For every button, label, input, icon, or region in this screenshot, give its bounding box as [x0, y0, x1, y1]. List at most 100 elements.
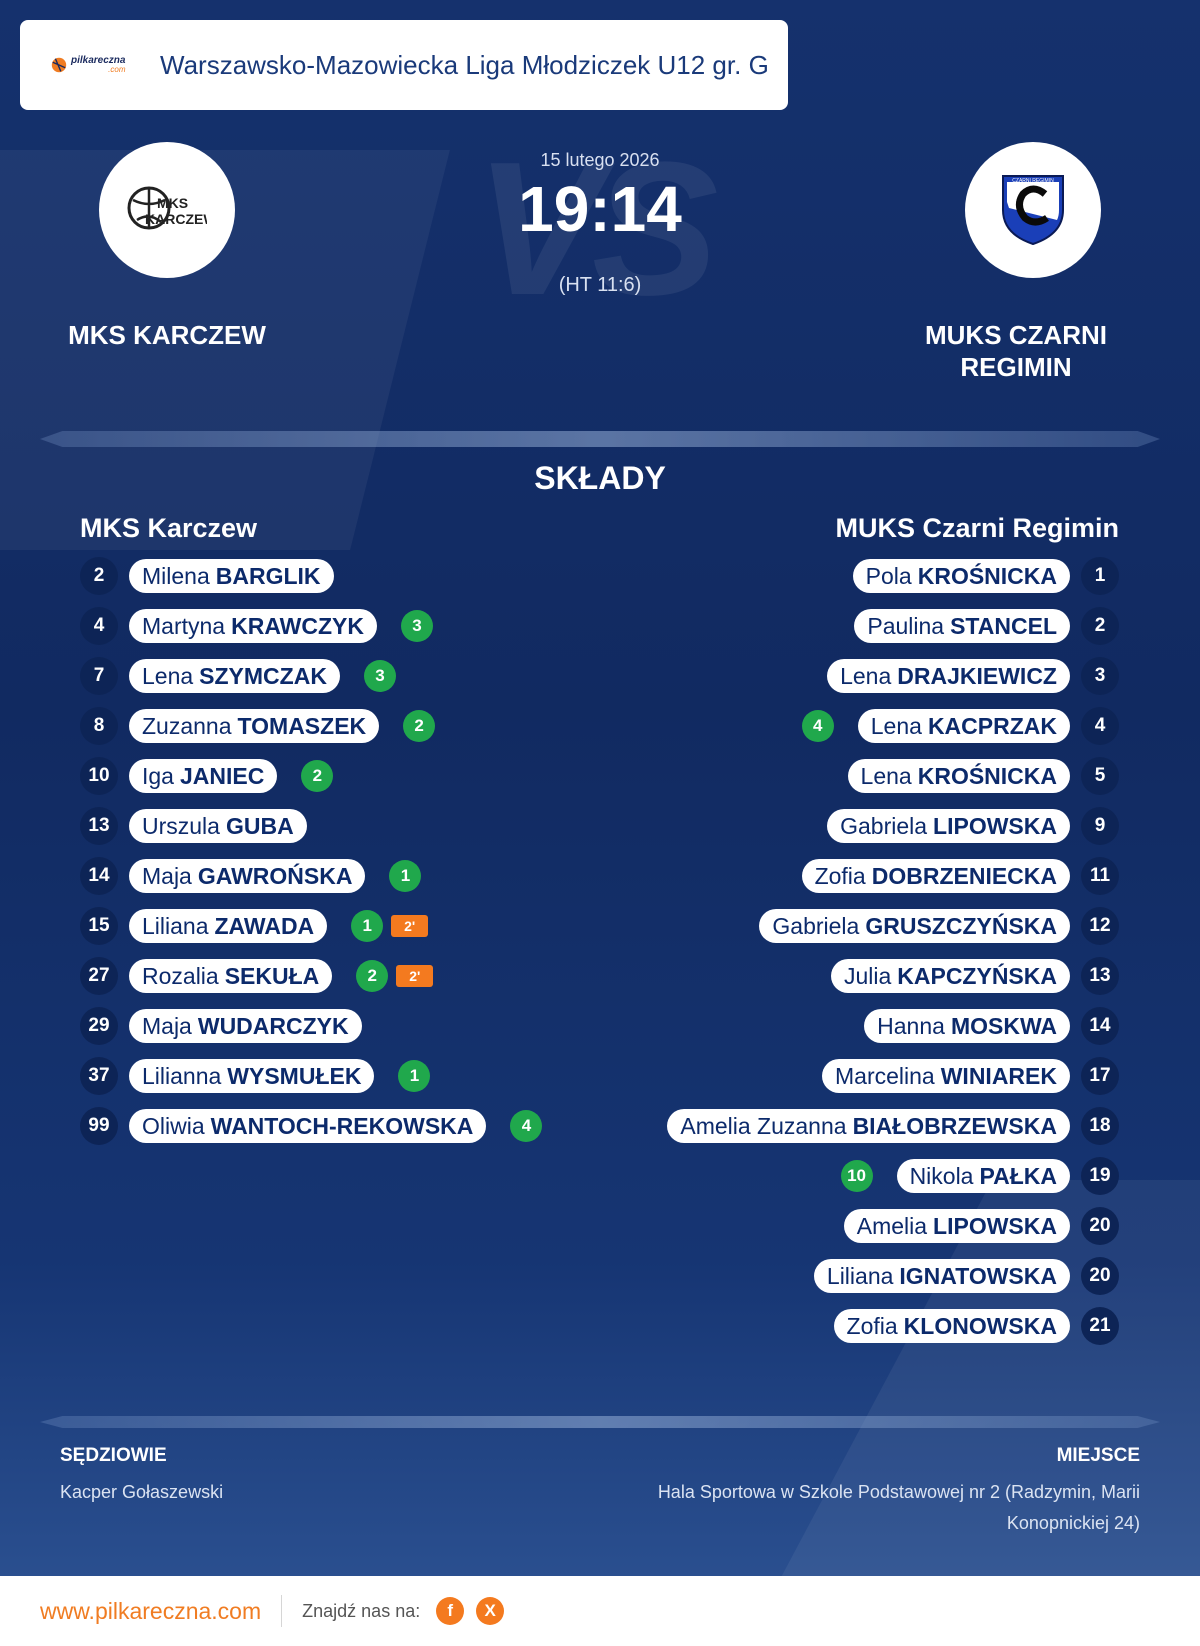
away-player-row[interactable]: Pola KROŚNICKA 1	[852, 557, 1119, 595]
player-name[interactable]: Martyna KRAWCZYK	[129, 609, 377, 643]
player-first-name: Liliana	[826, 1262, 894, 1289]
away-player-row[interactable]: Hanna MOSKWA 14	[864, 1007, 1119, 1045]
player-number: 18	[1081, 1107, 1119, 1145]
player-number: 20	[1081, 1207, 1119, 1245]
player-name[interactable]: Milena BARGLIK	[129, 559, 334, 593]
home-player-row[interactable]: 8 Zuzanna TOMASZEK 2	[80, 707, 436, 745]
home-crest-icon: MKS KARCZEW	[127, 186, 207, 230]
player-name[interactable]: Nikola PAŁKA	[896, 1159, 1070, 1193]
player-number: 3	[1081, 657, 1119, 695]
player-name[interactable]: Liliana ZAWADA	[129, 909, 328, 943]
player-name[interactable]: Zuzanna TOMASZEK	[129, 709, 380, 743]
player-name[interactable]: Lilianna WYSMUŁEK	[129, 1059, 375, 1093]
x-icon[interactable]: X	[476, 1597, 505, 1625]
player-name[interactable]: Urszula GUBA	[129, 809, 307, 843]
home-player-row[interactable]: 2 Milena BARGLIK	[80, 557, 334, 595]
player-number: 4	[80, 607, 118, 645]
player-first-name: Milena	[142, 562, 210, 589]
home-player-row[interactable]: 29 Maja WUDARCZYK	[80, 1007, 362, 1045]
player-first-name: Amelia Zuzanna	[680, 1112, 847, 1139]
player-first-name: Marcelina	[835, 1062, 935, 1089]
player-first-name: Urszula	[142, 812, 220, 839]
player-name[interactable]: Gabriela GRUSZCZYŃSKA	[759, 909, 1070, 943]
league-header: pilkareczna .com Warszawsko-Mazowiecka Li…	[20, 20, 788, 110]
player-first-name: Iga	[142, 762, 174, 789]
home-player-row[interactable]: 10 Iga JANIEC 2	[80, 757, 334, 795]
away-player-row[interactable]: Zofia DOBRZENIECKA 11	[801, 857, 1119, 895]
player-number: 99	[80, 1107, 118, 1145]
away-lineup-title: MUKS Czarni Regimin	[835, 513, 1119, 543]
away-player-row[interactable]: 4 Lena KACPRZAK 4	[801, 707, 1119, 745]
player-name[interactable]: Lena KROŚNICKA	[847, 759, 1070, 793]
site-logo[interactable]: pilkareczna .com	[50, 56, 150, 74]
player-last-name: SZYMCZAK	[199, 662, 327, 689]
player-name[interactable]: Lena SZYMCZAK	[129, 659, 340, 693]
player-last-name: WANTOCH-REKOWSKA	[210, 1112, 474, 1139]
player-name[interactable]: Maja WUDARCZYK	[129, 1009, 362, 1043]
player-number: 4	[1081, 707, 1119, 745]
player-name[interactable]: Hanna MOSKWA	[864, 1009, 1070, 1043]
home-player-row[interactable]: 4 Martyna KRAWCZYK 3	[80, 607, 433, 645]
away-player-row[interactable]: Amelia Zuzanna BIAŁOBRZEWSKA 18	[667, 1107, 1119, 1145]
venue-address: Hala Sportowa w Szkole Podstawowej nr 2 …	[658, 1477, 1140, 1539]
player-name[interactable]: Zofia DOBRZENIECKA	[801, 859, 1070, 893]
away-player-row[interactable]: Marcelina WINIAREK 17	[822, 1057, 1119, 1095]
player-last-name: KRAWCZYK	[231, 612, 364, 639]
home-player-row[interactable]: 13 Urszula GUBA	[80, 807, 307, 845]
home-player-row[interactable]: 37 Lilianna WYSMUŁEK 1	[80, 1057, 431, 1095]
away-player-row[interactable]: Amelia LIPOWSKA 20	[843, 1207, 1119, 1245]
player-name[interactable]: Gabriela LIPOWSKA	[827, 809, 1070, 843]
facebook-icon[interactable]: f	[436, 1597, 465, 1625]
away-team-name-line: MUKS CZARNI	[925, 320, 1107, 350]
player-last-name: GUBA	[225, 812, 294, 839]
player-name[interactable]: Oliwia WANTOCH-REKOWSKA	[129, 1109, 487, 1143]
home-player-row[interactable]: 99 Oliwia WANTOCH-REKOWSKA 4	[80, 1107, 543, 1145]
player-first-name: Hanna	[877, 1012, 945, 1039]
player-name[interactable]: Lena DRAJKIEWICZ	[827, 659, 1070, 693]
player-last-name: JANIEC	[179, 762, 265, 789]
player-first-name: Julia	[843, 962, 892, 989]
player-name[interactable]: Maja GAWROŃSKA	[129, 859, 366, 893]
away-player-row[interactable]: Julia KAPCZYŃSKA 13	[830, 957, 1119, 995]
player-number: 12	[1081, 907, 1119, 945]
away-player-row[interactable]: Lena DRAJKIEWICZ 3	[827, 657, 1119, 695]
player-name[interactable]: Pola KROŚNICKA	[852, 559, 1070, 593]
player-name[interactable]: Marcelina WINIAREK	[822, 1059, 1070, 1093]
player-name[interactable]: Liliana IGNATOWSKA	[813, 1259, 1070, 1293]
home-team-logo[interactable]: MKS KARCZEW	[99, 142, 235, 278]
player-name[interactable]: Zofia KLONOWSKA	[833, 1309, 1070, 1343]
referees-label: SĘDZIOWIE	[60, 1445, 167, 1466]
player-last-name: LIPOWSKA	[933, 1212, 1057, 1239]
player-first-name: Lena	[870, 712, 922, 739]
player-name[interactable]: Paulina STANCEL	[854, 609, 1070, 643]
player-name[interactable]: Amelia LIPOWSKA	[843, 1209, 1070, 1243]
away-player-row[interactable]: Liliana IGNATOWSKA 20	[813, 1257, 1119, 1295]
away-player-row[interactable]: Zofia KLONOWSKA 21	[833, 1307, 1119, 1345]
home-player-row[interactable]: 14 Maja GAWROŃSKA 1	[80, 857, 422, 895]
home-player-row[interactable]: 7 Lena SZYMCZAK 3	[80, 657, 396, 695]
home-player-row[interactable]: 27 Rozalia SEKUŁA 2 2'	[80, 957, 434, 995]
site-link[interactable]: www.pilkareczna.com	[40, 1597, 262, 1624]
away-player-row[interactable]: Gabriela GRUSZCZYŃSKA 12	[759, 907, 1119, 945]
away-player-row[interactable]: Gabriela LIPOWSKA 9	[827, 807, 1119, 845]
away-player-row[interactable]: Paulina STANCEL 2	[854, 607, 1119, 645]
player-name[interactable]: Julia KAPCZYŃSKA	[830, 959, 1070, 993]
handball-icon	[51, 57, 67, 73]
player-last-name: GAWROŃSKA	[197, 862, 353, 889]
player-last-name: WINIAREK	[940, 1062, 1057, 1089]
player-last-name: KROŚNICKA	[917, 762, 1057, 789]
away-player-row[interactable]: Lena KROŚNICKA 5	[847, 757, 1119, 795]
player-last-name: KAPCZYŃSKA	[897, 962, 1057, 989]
vs-watermark: VS	[475, 123, 718, 335]
player-number: 2	[80, 557, 118, 595]
player-first-name: Pola	[865, 562, 912, 589]
home-player-row[interactable]: 15 Liliana ZAWADA 1 2'	[80, 907, 429, 945]
player-name[interactable]: Iga JANIEC	[129, 759, 278, 793]
goals-badge: 2	[356, 960, 389, 992]
away-team-logo[interactable]: CZARNI REGIMIN	[965, 142, 1101, 278]
player-name[interactable]: Amelia Zuzanna BIAŁOBRZEWSKA	[667, 1109, 1070, 1143]
player-name[interactable]: Lena KACPRZAK	[857, 709, 1070, 743]
player-name[interactable]: Rozalia SEKUŁA	[129, 959, 333, 993]
player-first-name: Amelia	[856, 1212, 928, 1239]
away-player-row[interactable]: 10 Nikola PAŁKA 19	[840, 1157, 1119, 1195]
